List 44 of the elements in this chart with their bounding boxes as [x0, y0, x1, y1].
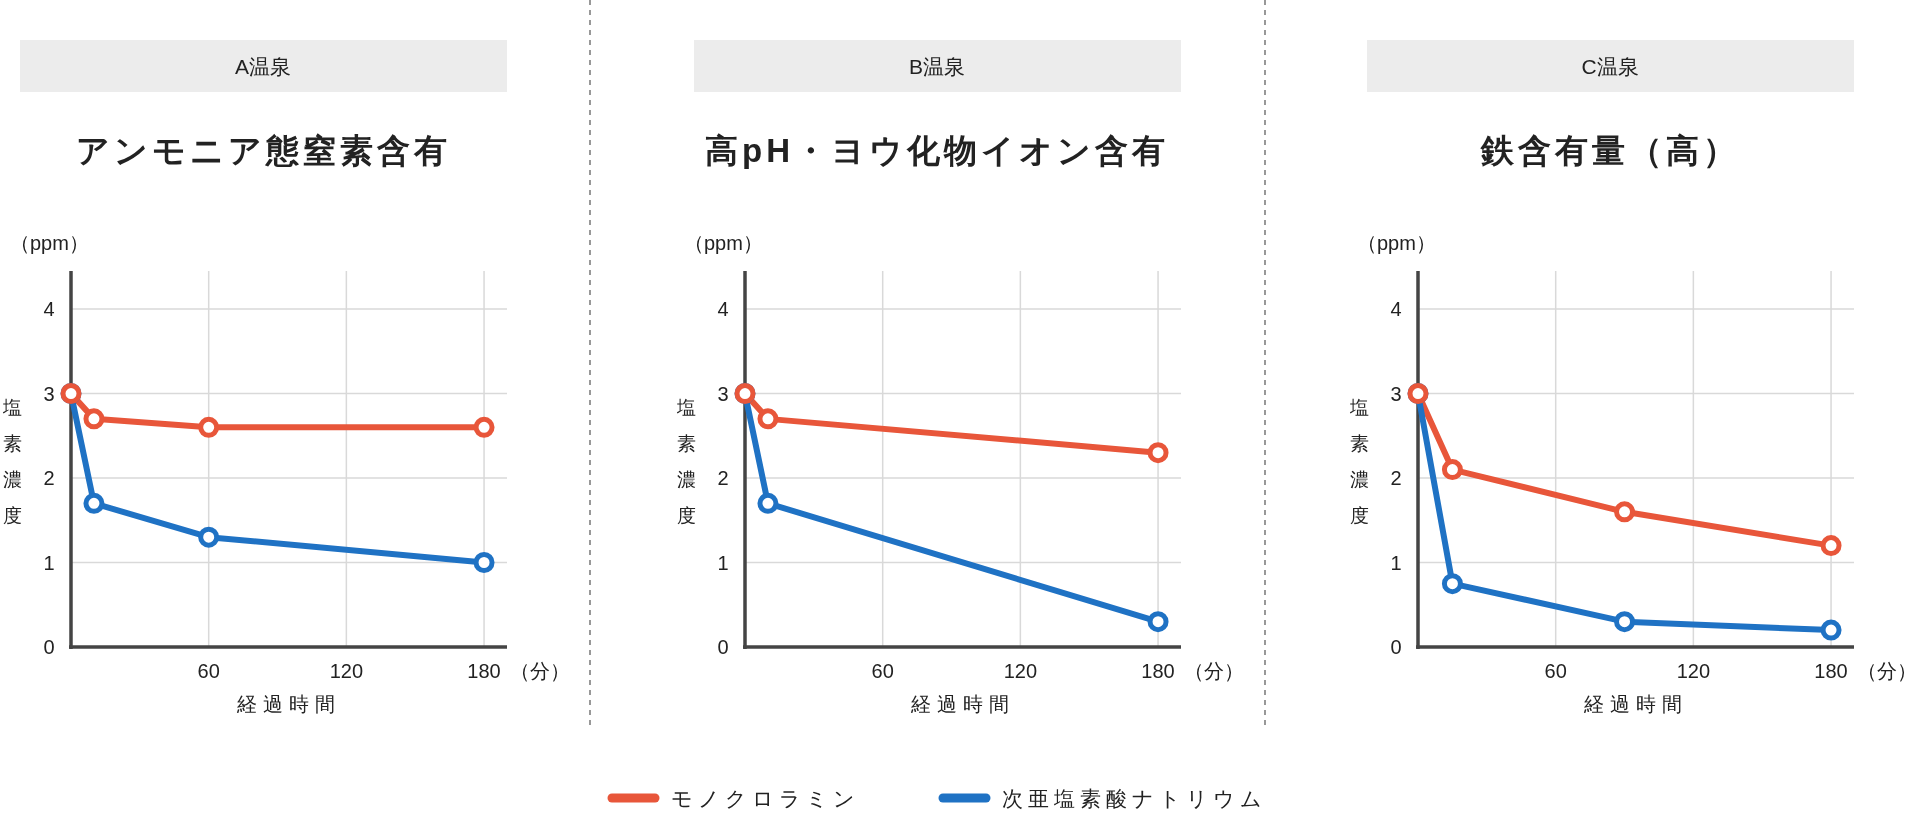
y-tick-label: 1 [717, 551, 729, 574]
y-tick-label: 4 [43, 298, 55, 321]
y-tick-label: 1 [43, 551, 55, 574]
x-tick-label: 60 [1544, 660, 1567, 682]
x-tick-label: 180 [1141, 660, 1175, 682]
chart-title: B温泉 [908, 55, 966, 78]
chart-subtitle: アンモニア態窒素含有 [75, 132, 451, 169]
y-tick-label: 2 [717, 467, 729, 490]
text: （ppm） [1357, 232, 1436, 254]
chart-title: C温泉 [1581, 55, 1639, 78]
x-axis-title: 経過時間 [236, 693, 341, 715]
x-axis-title: 経過時間 [910, 693, 1015, 715]
y-tick-label: 3 [1390, 382, 1402, 405]
x-tick-label: 120 [1003, 660, 1038, 682]
y-tick-label: 4 [1390, 298, 1402, 321]
text: （ppm） [10, 232, 89, 254]
x-tick-label: 120 [1676, 660, 1711, 682]
x-tick-label: 180 [467, 660, 501, 682]
y-tick-label: 0 [1390, 636, 1402, 658]
legend-label: モノクロラミン [671, 787, 860, 810]
text: （ppm） [684, 232, 763, 254]
chart-subtitle: 高pH・ヨウ化物イオン含有 [705, 132, 1169, 169]
y-axis-title: 塩素濃度 [1348, 397, 1369, 526]
x-tick-label: 120 [329, 660, 364, 682]
text: （分） [1184, 660, 1244, 682]
legend-label: 次亜塩素酸ナトリウム [1002, 787, 1267, 810]
y-axis-title: 塩素濃度 [1, 397, 22, 526]
y-tick-label: 4 [717, 298, 729, 321]
text: （分） [1857, 660, 1917, 682]
chart-title: A温泉 [234, 55, 292, 78]
x-tick-label: 180 [1814, 660, 1848, 682]
y-axis-title: 塩素濃度 [675, 397, 696, 526]
text: （分） [510, 660, 570, 682]
chart-subtitle: 鉄含有量（高） [1479, 132, 1740, 169]
y-tick-label: 3 [43, 382, 55, 405]
y-tick-label: 2 [43, 467, 55, 490]
x-tick-label: 60 [871, 660, 894, 682]
x-axis-title: 経過時間 [1583, 693, 1688, 715]
y-tick-label: 3 [717, 382, 729, 405]
x-tick-label: 60 [197, 660, 220, 682]
y-tick-label: 1 [1390, 551, 1402, 574]
y-tick-label: 0 [43, 636, 55, 658]
y-tick-label: 2 [1390, 467, 1402, 490]
y-tick-label: 0 [717, 636, 729, 658]
